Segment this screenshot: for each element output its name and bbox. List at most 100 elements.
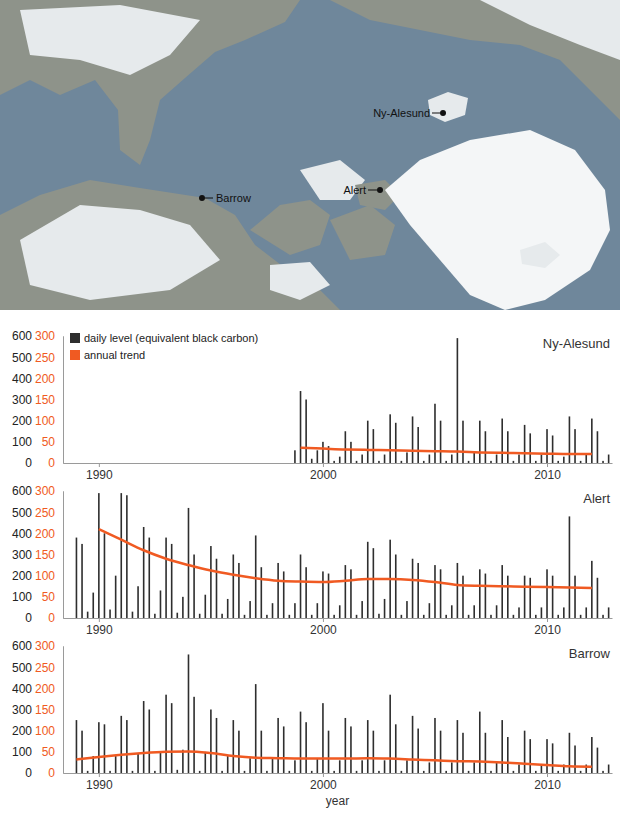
tick-mark (323, 618, 324, 622)
tick: 50 (42, 435, 63, 449)
land (0, 180, 340, 310)
land (520, 242, 560, 268)
bar (541, 607, 543, 618)
tick: 500 (12, 661, 63, 675)
bar (300, 391, 302, 463)
tick: 250 (35, 506, 63, 520)
axis-line (64, 463, 613, 464)
bar (165, 538, 167, 618)
bar (518, 607, 520, 618)
bar (199, 614, 201, 618)
bar (479, 421, 481, 463)
bar (221, 771, 223, 773)
bar (574, 745, 576, 773)
bar (182, 750, 184, 773)
bar (518, 765, 520, 773)
bar (401, 615, 403, 618)
bar (457, 720, 459, 773)
bar (608, 765, 610, 773)
bar (513, 615, 515, 618)
bar (389, 414, 391, 463)
bar (81, 544, 83, 618)
bar (529, 739, 531, 773)
tick-label: 2000 (310, 468, 337, 482)
tick-label: 600 (12, 329, 32, 343)
tick-label: 200 (35, 682, 55, 696)
tick-label: 150 (35, 703, 55, 717)
bar (373, 429, 375, 463)
bar (451, 762, 453, 773)
bar (356, 615, 358, 618)
bar (137, 586, 139, 618)
bar (462, 421, 464, 463)
bar (188, 654, 190, 773)
bar (417, 729, 419, 773)
bar (294, 603, 296, 618)
bar (188, 508, 190, 618)
tick-label: 150 (35, 393, 55, 407)
bar (373, 731, 375, 773)
bar (445, 771, 447, 773)
figure: Ny-AlesundAlertBarrow1990200020100100200… (0, 0, 620, 816)
bar (210, 710, 212, 774)
bar (406, 760, 408, 773)
bar (535, 461, 537, 463)
bar (423, 461, 425, 463)
bar (322, 571, 324, 618)
tick: 1990 (86, 463, 113, 482)
bar (473, 605, 475, 618)
bar (210, 546, 212, 618)
bar (501, 565, 503, 618)
bar (608, 455, 610, 463)
axis-line (63, 337, 64, 464)
ocean (0, 0, 620, 310)
tick-label: 600 (12, 484, 32, 498)
bar (244, 615, 246, 618)
bar (574, 576, 576, 618)
tick-label: 1990 (86, 623, 113, 637)
bar (311, 459, 313, 463)
bar (417, 427, 419, 463)
bar (233, 720, 235, 773)
bar (602, 771, 604, 773)
bar (541, 455, 543, 463)
bar (126, 720, 128, 773)
bar (356, 771, 358, 773)
bar (305, 722, 307, 773)
bar (92, 593, 94, 618)
bar (557, 615, 559, 618)
bar (333, 615, 335, 618)
map: Ny-AlesundAlertBarrow (0, 0, 620, 310)
bar (361, 760, 363, 773)
tick: 100 (12, 590, 63, 604)
panel-title: Alert (583, 491, 610, 506)
bar (345, 431, 347, 463)
bar (115, 756, 117, 773)
bar (261, 567, 263, 618)
panel: 1990200020100100200300400500600050100150… (12, 329, 613, 481)
bar (294, 760, 296, 773)
tick-label: 100 (35, 569, 55, 583)
bar (272, 758, 274, 773)
bar (423, 615, 425, 618)
bar (328, 731, 330, 773)
bar (468, 615, 470, 618)
bar (597, 748, 599, 773)
bar (602, 615, 604, 618)
bar (115, 576, 117, 618)
tick: 150 (35, 393, 63, 407)
tick: 100 (35, 569, 63, 583)
tick-mark (99, 773, 100, 777)
tick-label: 1990 (86, 468, 113, 482)
tick: 100 (35, 414, 63, 428)
tick: 200 (12, 569, 63, 583)
tick: 150 (35, 703, 63, 717)
bar (289, 771, 291, 773)
tick-label: 250 (35, 661, 55, 675)
bar (468, 771, 470, 773)
tick: 2010 (534, 463, 561, 482)
bar (552, 576, 554, 618)
bar (429, 455, 431, 463)
tick: 2000 (310, 618, 337, 637)
bar (557, 771, 559, 773)
